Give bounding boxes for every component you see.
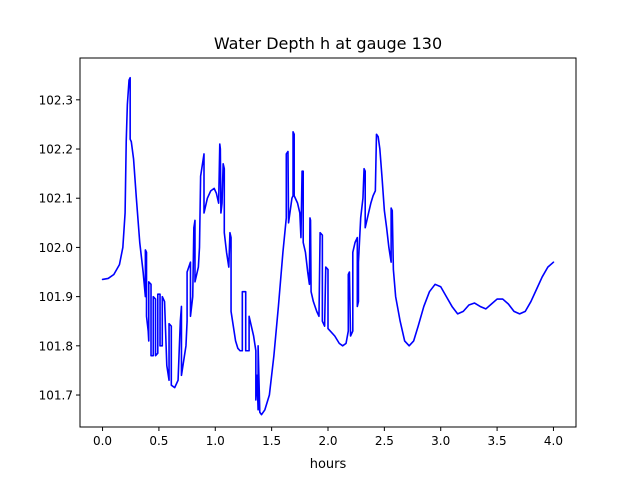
y-axis: 101.7 101.8 101.9 102.0 102.1 102.2 102.3 — [39, 93, 80, 403]
y-tick-label: 102.0 — [39, 241, 73, 255]
x-tick-label: 0.5 — [149, 434, 168, 448]
chart-title: Water Depth h at gauge 130 — [214, 34, 442, 53]
x-tick-label: 3.0 — [431, 434, 450, 448]
series-line — [101, 76, 555, 416]
y-tick-label: 102.1 — [39, 192, 73, 206]
y-tick-label: 101.7 — [39, 389, 73, 403]
x-axis-label: hours — [310, 457, 347, 472]
plot-frame — [79, 57, 577, 428]
x-tick-label: 1.0 — [206, 434, 225, 448]
x-tick-label: 1.5 — [262, 434, 281, 448]
y-tick-label: 102.3 — [39, 93, 73, 107]
x-axis: 0.0 0.5 1.0 1.5 2.0 2.5 3.0 3.5 4.0 — [93, 427, 563, 448]
y-tick-label: 101.9 — [39, 290, 73, 304]
y-tick-label: 102.2 — [39, 143, 73, 157]
x-tick-label: 2.0 — [318, 434, 337, 448]
x-tick-label: 4.0 — [544, 434, 563, 448]
x-tick-label: 0.0 — [93, 434, 112, 448]
plot-lines — [101, 76, 555, 416]
x-tick-label: 2.5 — [375, 434, 394, 448]
x-tick-label: 3.5 — [488, 434, 507, 448]
y-tick-label: 101.8 — [39, 339, 73, 353]
